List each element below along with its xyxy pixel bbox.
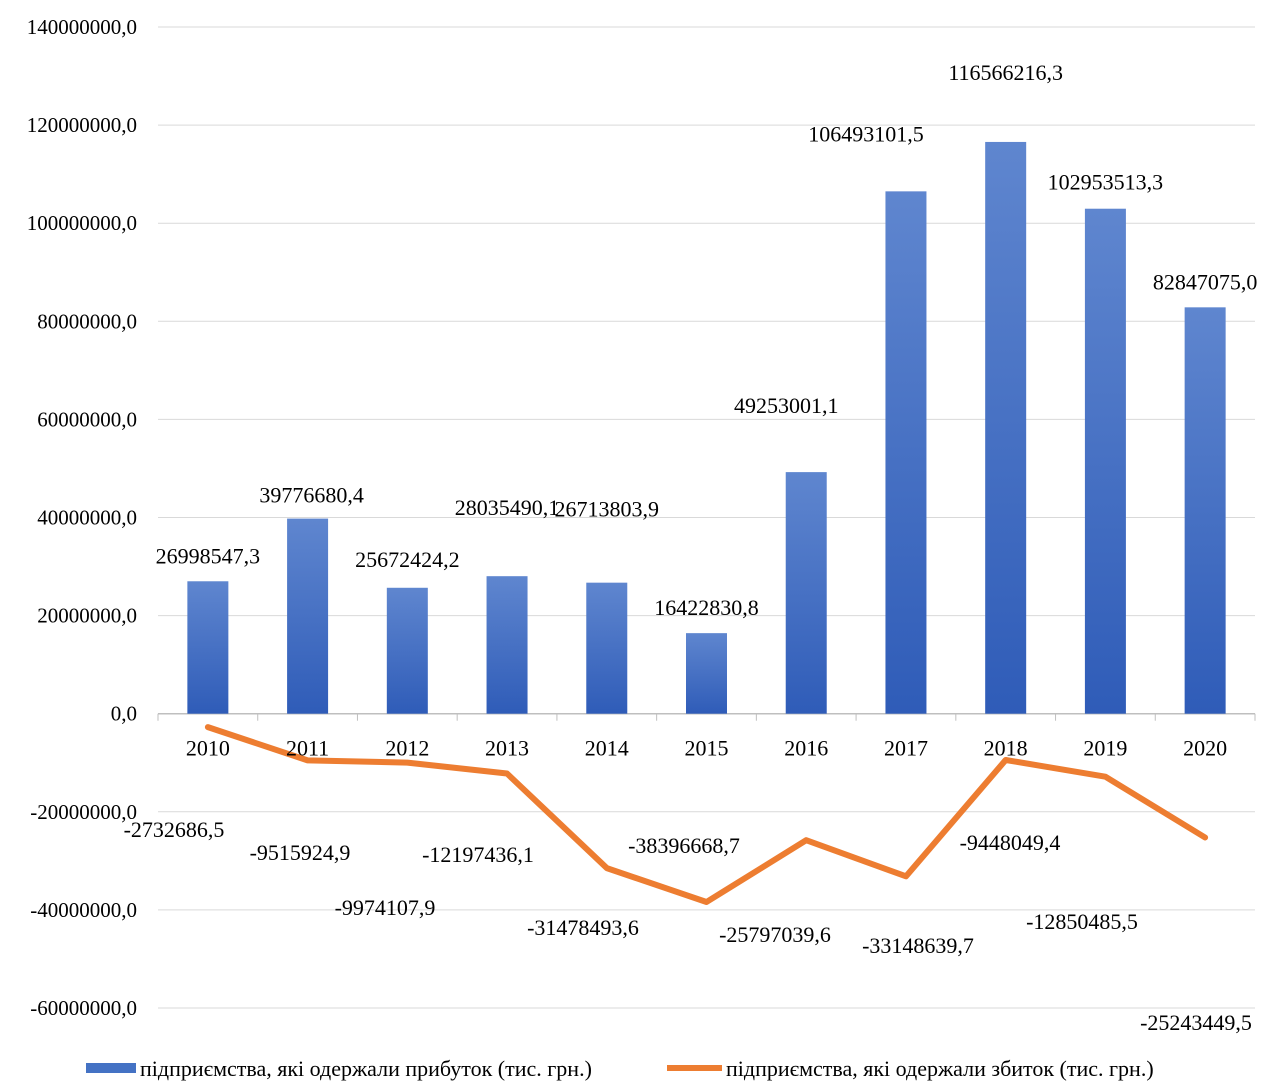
bar-data-label: 39776680,4 [259, 483, 364, 508]
bar-data-label: 26998547,3 [156, 543, 261, 568]
bar [786, 472, 827, 714]
line-data-label: -25243449,5 [1140, 1010, 1252, 1035]
bar-data-label: 116566216,3 [948, 60, 1063, 85]
legend: підприємства, які одержали прибуток (тис… [86, 1056, 1154, 1081]
line-data-label: -9515924,9 [250, 840, 351, 865]
x-tick-label: 2016 [784, 736, 828, 761]
bar [387, 588, 428, 714]
x-tick-label: 2014 [585, 736, 629, 761]
legend-label-loss: підприємства, які одержали збиток (тис. … [726, 1056, 1154, 1081]
x-tick-label: 2012 [385, 736, 429, 761]
bar-data-label: 82847075,0 [1153, 269, 1258, 294]
profit-bars [187, 142, 1225, 714]
bar-data-label: 16422830,8 [654, 595, 759, 620]
y-tick-label: 20000000,0 [37, 604, 137, 628]
bar [686, 633, 727, 714]
x-tick-label: 2018 [984, 736, 1028, 761]
y-tick-labels: 140000000,0 120000000,0 100000000,0 8000000… [27, 15, 137, 1020]
legend-label-profit: підприємства, які одержали прибуток (тис… [140, 1056, 592, 1081]
x-axis [158, 714, 1255, 721]
bar [985, 142, 1026, 714]
bar-data-label: 49253001,1 [734, 393, 839, 418]
bar [1185, 307, 1226, 713]
y-tick-label: 40000000,0 [37, 506, 137, 530]
bar [187, 581, 228, 713]
y-tick-label: 80000000,0 [37, 309, 137, 333]
y-tick-label: 60000000,0 [37, 407, 137, 431]
y-tick-label: 140000000,0 [27, 15, 137, 39]
x-tick-label: 2010 [186, 736, 230, 761]
line-data-label: -12850485,5 [1026, 909, 1138, 934]
x-tick-label: 2019 [1083, 736, 1127, 761]
line-data-label: -9974107,9 [335, 895, 436, 920]
y-tick-label: -40000000,0 [30, 898, 137, 922]
y-tick-label: 100000000,0 [27, 211, 137, 235]
line-data-label: -31478493,6 [527, 915, 639, 940]
line-data-label: -33148639,7 [862, 933, 974, 958]
bar-data-label: 26713803,9 [555, 497, 660, 522]
x-tick-label: 2011 [286, 736, 329, 761]
x-tick-label: 2017 [884, 736, 928, 761]
bar-data-label: 25672424,2 [355, 547, 460, 572]
bar-data-label: 28035490,1 [455, 495, 560, 520]
x-tick-label: 2013 [485, 736, 529, 761]
x-tick-label: 2020 [1183, 736, 1227, 761]
bar [487, 576, 528, 714]
line-data-label: -25797039,6 [719, 922, 831, 947]
loss-data-labels: -2732686,5 -9515924,9 -9974107,9 -12197436,… [124, 817, 1252, 1035]
y-tick-label: 120000000,0 [27, 113, 137, 137]
y-tick-label: 0,0 [111, 702, 137, 726]
line-data-label: -38396668,7 [628, 833, 740, 858]
bar-data-label: 102953513,3 [1048, 170, 1164, 195]
bar [885, 191, 926, 713]
line-data-label: -9448049,4 [960, 830, 1061, 855]
bar [287, 519, 328, 714]
line-data-label: -2732686,5 [124, 817, 225, 842]
line-data-label: -12197436,1 [422, 842, 534, 867]
x-tick-label: 2015 [685, 736, 729, 761]
y-tick-label: -60000000,0 [30, 996, 137, 1020]
y-tick-label: -20000000,0 [30, 800, 137, 824]
x-tick-labels: 2010 2011 2012 2013 2014 2015 2016 2017 2018 2019… [186, 736, 1227, 761]
bar [1085, 209, 1126, 714]
bar [586, 583, 627, 714]
bar-data-label: 106493101,5 [808, 121, 924, 146]
